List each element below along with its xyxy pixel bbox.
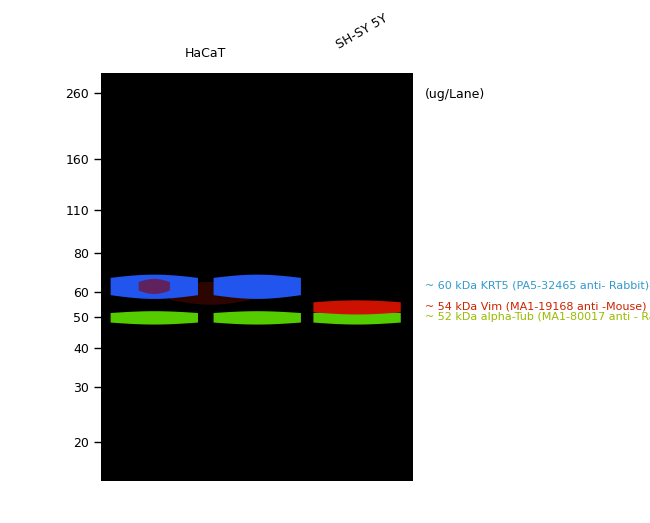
Text: ~ 60 kDa KRT5 (PA5-32465 anti- Rabbit)- 790nm: ~ 60 kDa KRT5 (PA5-32465 anti- Rabbit)- …	[424, 281, 650, 291]
Text: SH-SY 5Y: SH-SY 5Y	[333, 12, 389, 52]
Text: 30: 30	[348, 88, 365, 101]
Text: HaCaT: HaCaT	[185, 47, 226, 60]
Text: ~ 52 kDa alpha-Tub (MA1-80017 anti - Rat)- 488nm: ~ 52 kDa alpha-Tub (MA1-80017 anti - Rat…	[424, 312, 650, 322]
Text: (ug/Lane): (ug/Lane)	[424, 88, 485, 101]
Text: 15: 15	[249, 88, 265, 101]
Text: 30: 30	[146, 88, 162, 101]
Text: ~ 54 kDa Vim (MA1-19168 anti -Mouse) – 594nm: ~ 54 kDa Vim (MA1-19168 anti -Mouse) – 5…	[424, 302, 650, 312]
